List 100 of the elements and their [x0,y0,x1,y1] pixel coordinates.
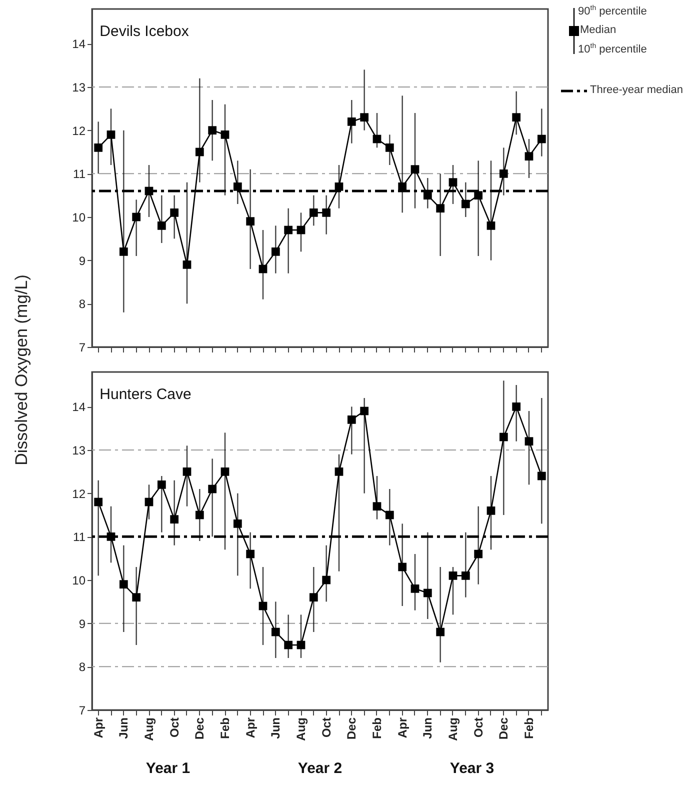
y-tick-label: 9 [78,616,86,631]
point [182,467,192,476]
y-tick-label: 14 [72,37,86,52]
point [296,226,306,234]
point [423,191,432,200]
x-tick-label: Oct [167,718,182,738]
point [157,221,166,230]
point [461,200,470,208]
point [132,593,141,602]
point [524,152,534,161]
point [385,143,394,152]
x-tick-label: Jun [116,718,131,739]
y-tick-label: 13 [72,80,86,94]
x-tick-label: Dec [344,717,359,740]
point [499,432,508,442]
y-tick-label: 8 [78,297,86,312]
point [398,562,407,572]
point [398,182,407,191]
x-tick-label: Jun [268,718,283,739]
point [208,484,217,494]
y-tick-label: 8 [78,660,86,674]
x-tick-label: Dec [192,717,207,740]
point [246,217,255,226]
point [322,208,331,217]
x-tick-label: Aug [142,718,156,741]
text: Year 1 [146,760,190,777]
point [233,182,242,191]
point [94,143,103,152]
point [448,571,458,580]
point [334,467,344,476]
point [170,208,179,217]
point [220,130,230,139]
point [486,221,496,230]
point [119,247,128,256]
point [106,532,116,541]
point [322,576,331,584]
point [309,208,318,217]
point [410,165,420,174]
x-tick-label: Apr [91,717,106,738]
x-tick-label: Apr [243,717,258,738]
x-tick-label: Oct [471,718,486,738]
x-tick-label: Apr [395,717,410,738]
point [385,510,394,520]
y-tick-label: 11 [73,167,86,182]
point [334,182,344,191]
x-tick-label: Jun [420,718,435,739]
point [347,117,356,126]
x-tick-label: Oct [319,718,334,738]
point [246,550,255,558]
point [347,415,356,424]
y-tick-label: 12 [72,124,86,138]
x-tick-label: Feb [218,718,232,739]
point [410,584,420,593]
point [372,502,382,511]
point [233,519,242,528]
point [524,437,534,446]
legend-label: Three-year median [590,84,683,96]
y-axis-title: Dissolved Oxygen (mg/L) [12,274,32,468]
point [360,113,369,122]
point [195,510,204,520]
point [284,226,293,234]
point [106,130,116,139]
point [144,186,154,196]
text: Year 2 [298,760,342,777]
point [271,628,280,636]
point [119,580,128,589]
point [208,126,217,135]
x-tick-label: Dec [496,717,511,740]
point [170,515,179,524]
text: Devils Icebox [100,23,190,40]
point [372,134,382,144]
x-tick-label: Aug [294,718,308,741]
point [537,134,546,144]
x-tick-label: Feb [370,718,384,739]
text: 90$^{th}$ percentile [578,5,647,18]
point [195,148,204,156]
point [474,191,483,200]
text: 10$^{th}$ percentile [578,43,647,56]
text: Year 3 [450,760,494,777]
point [486,506,496,515]
y-tick-label: 7 [78,340,86,354]
point [423,588,432,598]
point [284,640,293,650]
point [360,406,369,416]
point [258,602,268,610]
point [309,593,318,602]
y-tick-label: 10 [72,210,86,224]
point [436,204,445,213]
point [512,402,521,411]
point [436,628,445,636]
x-tick-label: Aug [446,718,460,741]
point [271,247,280,256]
point [537,472,546,480]
point [220,467,230,476]
point [94,498,103,506]
point [132,212,141,222]
point [157,480,166,489]
y-tick-label: 11 [73,530,86,544]
point [144,498,154,506]
point [461,571,470,580]
